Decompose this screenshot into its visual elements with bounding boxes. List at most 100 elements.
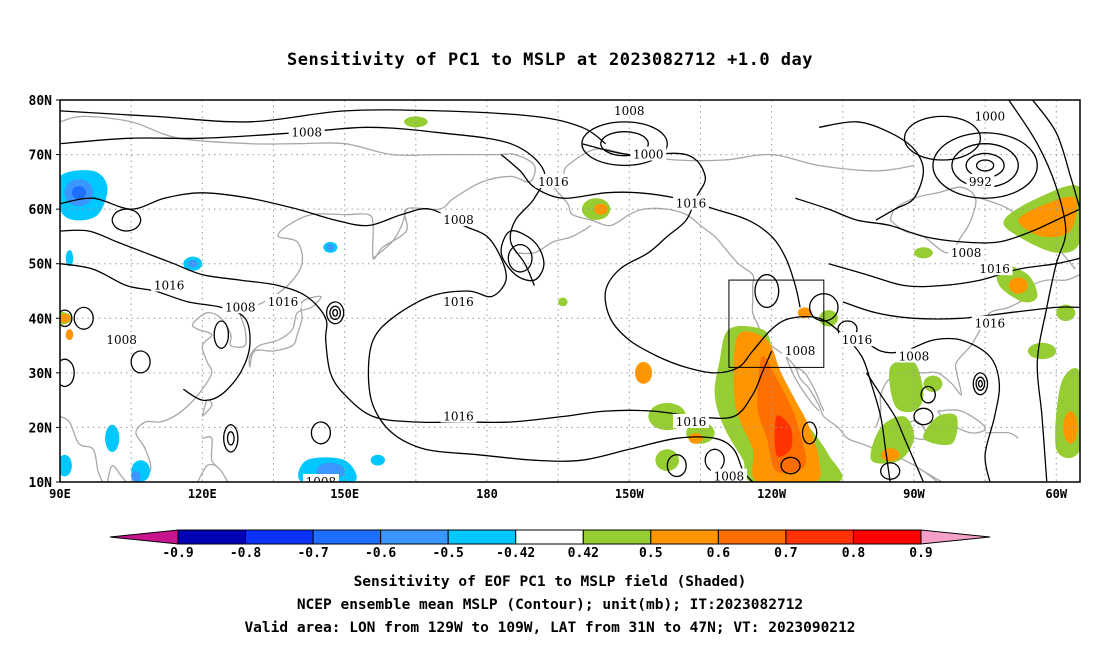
isobar-9 bbox=[828, 257, 1080, 288]
lon-label: 150W bbox=[615, 487, 645, 501]
sensitivity-patch-45 bbox=[60, 454, 72, 477]
contour-label-bg bbox=[288, 124, 325, 139]
sensitivity-patch-19 bbox=[923, 375, 943, 392]
colorbar-segment bbox=[582, 529, 652, 545]
lon-label: 60W bbox=[1045, 487, 1067, 501]
coastline-13 bbox=[909, 420, 929, 441]
contour-label-bg bbox=[535, 173, 572, 188]
coastline-6 bbox=[197, 463, 217, 482]
colorbar-segment bbox=[650, 529, 719, 545]
contour-labels: 1008 1008 1016 1016 1008 1008 1016 1016 1008 1008… bbox=[103, 102, 1013, 482]
isobar-7 bbox=[795, 197, 1080, 244]
lat-label: 60N bbox=[29, 203, 53, 218]
coastline-3 bbox=[248, 295, 322, 368]
isobar-2 bbox=[60, 192, 754, 482]
coastline-7 bbox=[372, 208, 407, 259]
isobar-14 bbox=[865, 372, 924, 482]
sensitivity-patch-23 bbox=[1008, 277, 1028, 294]
contour-label: 1008 bbox=[899, 349, 930, 363]
sensitivity-patch-28 bbox=[914, 247, 933, 259]
contour-label: 1016 bbox=[676, 415, 707, 429]
lon-label: 90W bbox=[903, 487, 925, 501]
sensitivity-patch-6 bbox=[797, 307, 812, 319]
contour-label-bg bbox=[971, 108, 1008, 123]
sensitivity-patch-38 bbox=[326, 244, 335, 251]
colorbar-low-triangle bbox=[109, 529, 179, 545]
contour-label: 1008 bbox=[291, 126, 322, 140]
contour-label-bg bbox=[440, 212, 477, 227]
colorbar-label: -0.5 bbox=[433, 546, 464, 561]
sensitivity-patch-12 bbox=[593, 203, 608, 215]
contour-label: 1016 bbox=[538, 175, 569, 189]
colorbar-label: -0.6 bbox=[365, 546, 396, 561]
sensitivity-patch-14 bbox=[558, 297, 568, 307]
contour-label-bg bbox=[895, 348, 932, 363]
sensitivity-patch-18 bbox=[923, 413, 958, 446]
lon-label: 180 bbox=[476, 487, 498, 501]
contour-label-bg bbox=[440, 293, 477, 308]
isobar-45 bbox=[920, 385, 936, 404]
contour-label: 1008 bbox=[106, 333, 137, 347]
sensitivity-patch-16 bbox=[870, 416, 915, 464]
isobar-46 bbox=[111, 208, 142, 232]
coastline-8 bbox=[552, 148, 915, 188]
isobar-33 bbox=[223, 424, 239, 453]
contour-label-bg bbox=[440, 408, 477, 423]
contour-label: 992 bbox=[969, 175, 992, 189]
isobar-40 bbox=[666, 454, 687, 478]
coastline-19 bbox=[923, 470, 944, 482]
isobar-0 bbox=[60, 109, 606, 145]
contour-label: 1008 bbox=[614, 104, 645, 118]
coastline-4 bbox=[201, 399, 213, 417]
lat-label: 50N bbox=[29, 258, 53, 273]
contour-label-bg bbox=[672, 195, 709, 210]
sensitivity-patch-41 bbox=[370, 454, 385, 466]
colorbar-label: -0.8 bbox=[230, 546, 261, 561]
sensitivity-patch-8 bbox=[688, 432, 703, 444]
contour-label: 1000 bbox=[975, 109, 1006, 123]
contour-label-bg bbox=[302, 474, 339, 482]
lat-label: 30N bbox=[29, 367, 53, 382]
sensitivity-patch-31 bbox=[65, 329, 74, 340]
contour-label: 1016 bbox=[268, 295, 299, 309]
contour-label-bg bbox=[948, 244, 985, 259]
coastline-9 bbox=[552, 186, 939, 482]
contour-label-bg bbox=[782, 343, 819, 358]
contour-label: 1016 bbox=[975, 317, 1006, 331]
isobar-30 bbox=[754, 274, 780, 308]
colorbar-label: -0.7 bbox=[297, 546, 328, 561]
contour-label-bg bbox=[966, 173, 995, 188]
colorbar-segment bbox=[312, 529, 382, 545]
lon-label: 120E bbox=[188, 487, 217, 501]
sensitivity-patch-44 bbox=[131, 471, 141, 482]
coastline-11 bbox=[515, 224, 592, 255]
lat-label: 10N bbox=[29, 476, 53, 491]
isobar-38 bbox=[130, 350, 151, 374]
contour-label: 1016 bbox=[676, 197, 707, 211]
coastline-20 bbox=[785, 356, 820, 412]
isobar-11 bbox=[856, 334, 1001, 482]
isobar-19 bbox=[932, 132, 1038, 199]
contour-label-bg bbox=[264, 293, 301, 308]
caption-line-2: NCEP ensemble mean MSLP (Contour); unit(… bbox=[296, 597, 804, 613]
valid-area-layer bbox=[728, 279, 825, 368]
map-panel: 1008 1008 1016 1016 1008 1008 1016 1016 1008 1008… bbox=[59, 99, 1081, 483]
sensitivity-patch-42 bbox=[105, 424, 120, 452]
isobar-47 bbox=[73, 306, 94, 330]
contour-label: 1008 bbox=[951, 246, 982, 260]
coastline-0 bbox=[60, 115, 536, 482]
caption-line-3: Valid area: LON from 129W to 109W, LAT f… bbox=[244, 620, 856, 636]
isobar-31 bbox=[808, 293, 839, 322]
sensitivity-patch-15 bbox=[889, 359, 924, 413]
longitude-axis: 90E 120E 150E 180 150W 120W 90W 60W bbox=[49, 487, 1068, 501]
contour-label-bg bbox=[710, 468, 747, 482]
colorbar-label: 0.7 bbox=[774, 546, 797, 561]
contour-label: 1016 bbox=[154, 279, 185, 293]
sensitivity-patch-2 bbox=[757, 355, 807, 474]
coastline-10 bbox=[794, 366, 825, 412]
colorbar-segment bbox=[245, 529, 314, 545]
lat-label: 20N bbox=[29, 421, 53, 436]
isobar-35 bbox=[213, 320, 230, 349]
isobar-39 bbox=[310, 421, 332, 445]
colorbar-segment bbox=[785, 529, 854, 545]
